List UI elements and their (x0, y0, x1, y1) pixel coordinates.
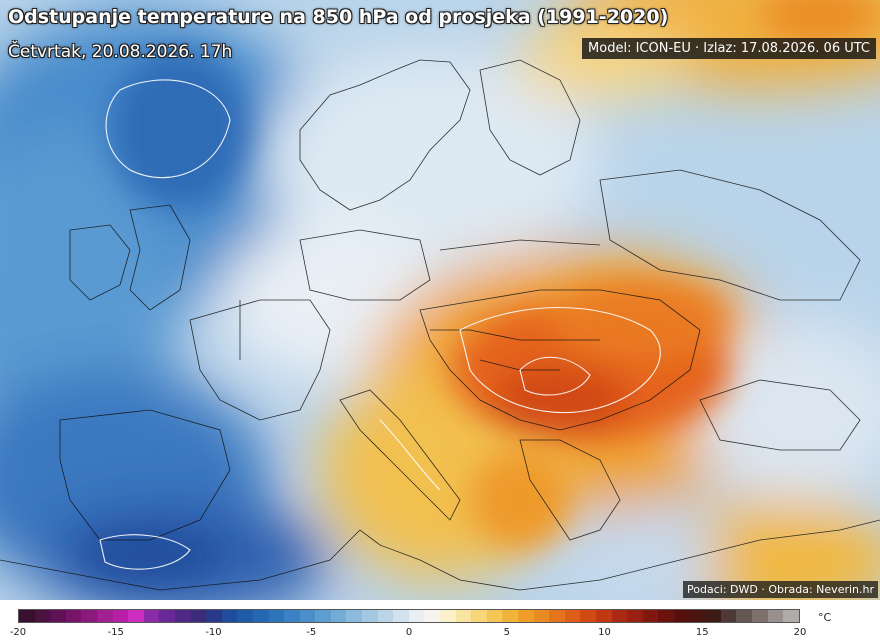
colorbar-tick-label: -10 (205, 627, 222, 638)
colorbar-swatch (19, 610, 35, 622)
colorbar-swatch (408, 610, 425, 622)
colorbar-swatch (346, 610, 363, 622)
colorbar-swatch (284, 610, 300, 622)
colorbar-swatch (783, 610, 799, 622)
colorbar-swatch (518, 610, 534, 622)
colorbar-swatch (128, 610, 144, 622)
colorbar-swatch (174, 610, 191, 622)
colorbar-tick-label: 15 (695, 627, 709, 638)
colorbar-swatch (455, 610, 472, 622)
temperature-anomaly-map (0, 0, 880, 600)
colorbar-swatch (252, 610, 269, 622)
colorbar-swatch (330, 610, 347, 622)
colorbar (18, 609, 800, 623)
colorbar-swatch (767, 610, 784, 622)
colorbar-swatch (237, 610, 253, 622)
colorbar-swatch (315, 610, 331, 622)
colorbar-swatch (268, 610, 285, 622)
colorbar-swatch (549, 610, 565, 622)
colorbar-swatch (159, 610, 175, 622)
colorbar-swatch (595, 610, 612, 622)
colorbar-tick-label: -5 (306, 627, 317, 638)
colorbar-tick-label: 10 (598, 627, 611, 638)
colorbar-swatch (689, 610, 706, 622)
colorbar-swatch (143, 610, 160, 622)
map-title: Odstupanje temperature na 850 hPa od pro… (8, 6, 669, 28)
credits-badge: Podaci: DWD · Obrada: Neverin.hr (683, 581, 878, 598)
colorbar-tick-label: 0 (405, 627, 413, 638)
colorbar-swatch (533, 610, 550, 622)
colorbar-swatch (720, 610, 737, 622)
colorbar-swatch (736, 610, 752, 622)
colorbar-swatch (502, 610, 518, 622)
colorbar-swatch (112, 610, 129, 622)
colorbar-swatch (440, 610, 456, 622)
colorbar-tick-label: -15 (107, 627, 124, 638)
colorbar-swatch (65, 610, 82, 622)
colorbar-swatch (96, 610, 113, 622)
colorbar-swatch (424, 610, 441, 622)
colorbar-swatch (751, 610, 768, 622)
colorbar-swatch (611, 610, 628, 622)
colorbar-swatch (564, 610, 581, 622)
colorbar-swatch (190, 610, 207, 622)
colorbar-swatch (34, 610, 51, 622)
colorbar-swatch (50, 610, 66, 622)
colorbar-swatch (393, 610, 409, 622)
colorbar-swatch (377, 610, 394, 622)
forecast-time: Četvrtak, 20.08.2026. 17h (8, 42, 233, 62)
colorbar-tick-label: 5 (503, 627, 510, 638)
colorbar-swatch (81, 610, 97, 622)
colorbar-tick-label: 20 (793, 627, 807, 638)
colorbar-swatch (705, 610, 721, 622)
colorbar-swatch (221, 610, 238, 622)
colorbar-swatch (362, 610, 378, 622)
colorbar-swatch (486, 610, 503, 622)
colorbar-swatch (627, 610, 643, 622)
colorbar-swatch (642, 610, 659, 622)
colorbar-swatch (299, 610, 316, 622)
colorbar-swatch (471, 610, 487, 622)
colorbar-swatch (206, 610, 222, 622)
colorbar-swatch (658, 610, 674, 622)
colorbar-swatch (673, 610, 690, 622)
legend-unit: °C (818, 611, 832, 624)
colorbar-swatch (580, 610, 596, 622)
model-info-badge: Model: ICON-EU · Izlaz: 17.08.2026. 06 U… (582, 38, 876, 59)
colorbar-tick-label: -20 (9, 627, 27, 638)
